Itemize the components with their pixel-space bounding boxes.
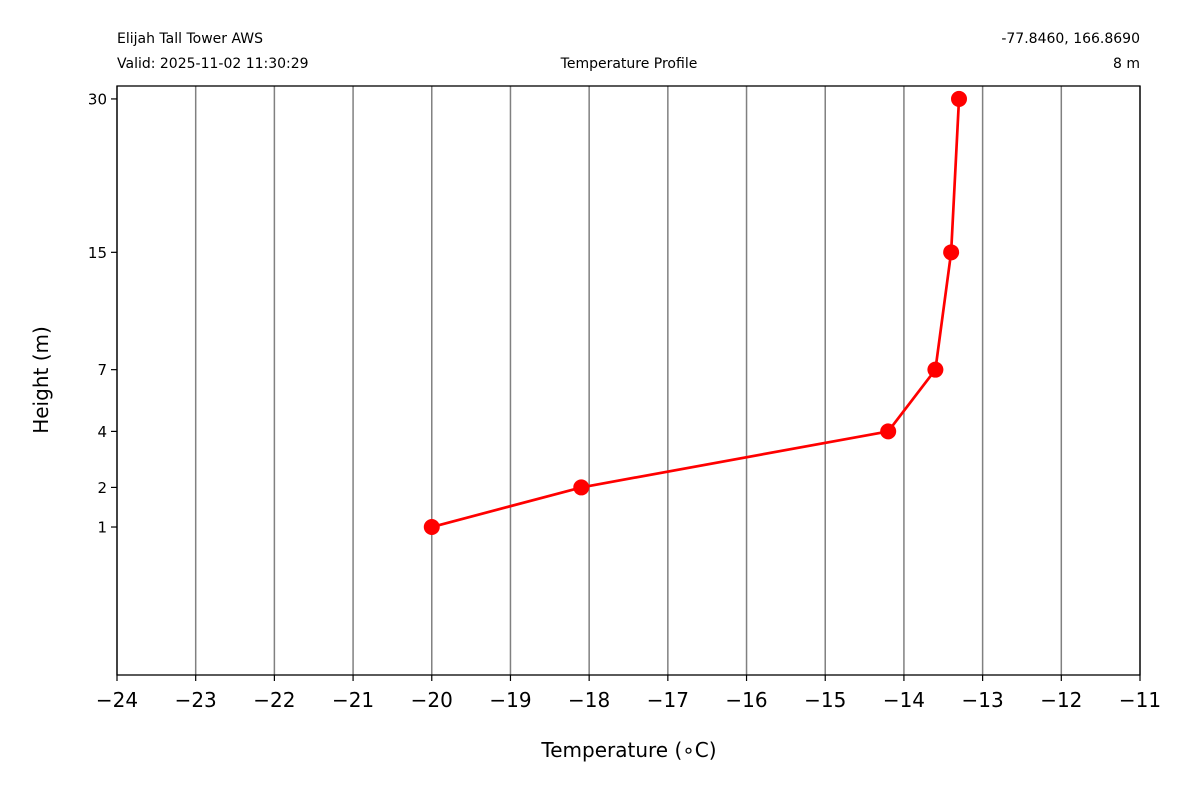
y-tick-label: 30 xyxy=(88,90,107,108)
chart-title: Temperature Profile xyxy=(560,56,698,72)
data-point xyxy=(880,423,897,440)
x-tick-label: −12 xyxy=(1040,688,1082,712)
y-axis-label: Height (m) xyxy=(29,326,53,434)
y-axis-ticks: 1 2 4 7 15 30 xyxy=(88,90,117,537)
x-tick-label: −16 xyxy=(725,688,767,712)
data-point xyxy=(927,361,944,378)
x-tick-label: −17 xyxy=(647,688,689,712)
x-tick-label: −19 xyxy=(489,688,531,712)
y-tick-label: 2 xyxy=(97,479,107,497)
x-axis-label: Temperature (∘C) xyxy=(540,738,716,762)
grid-lines xyxy=(116,86,1141,675)
data-point xyxy=(943,244,960,261)
y-tick-label: 7 xyxy=(97,361,107,379)
x-tick-label: −21 xyxy=(332,688,374,712)
x-tick-label: −14 xyxy=(883,688,925,712)
x-tick-label: −22 xyxy=(253,688,295,712)
station-height: 8 m xyxy=(1113,56,1140,72)
x-tick-label: −23 xyxy=(175,688,217,712)
plot-frame xyxy=(116,85,1141,676)
temperature-series xyxy=(423,90,968,536)
station-name: Elijah Tall Tower AWS xyxy=(117,31,263,47)
x-tick-label: −20 xyxy=(411,688,453,712)
x-tick-label: −18 xyxy=(568,688,610,712)
y-tick-label: 4 xyxy=(97,423,107,441)
y-tick-label: 1 xyxy=(97,519,107,537)
x-tick-label: −15 xyxy=(804,688,846,712)
data-point xyxy=(573,479,590,496)
x-tick-label: −24 xyxy=(96,688,138,712)
data-point xyxy=(951,90,968,107)
x-tick-label: −13 xyxy=(962,688,1004,712)
y-tick-label: 15 xyxy=(88,244,107,262)
x-tick-label: −11 xyxy=(1119,688,1161,712)
station-coordinates: -77.8460, 166.8690 xyxy=(1001,31,1140,47)
temperature-line xyxy=(431,98,961,529)
data-point xyxy=(423,519,440,536)
x-axis-ticks: −24 −23 −22 −21 −20 −19 −18 −17 −16 −15 −14 −13 −12 −… xyxy=(96,675,1161,712)
valid-time: Valid: 2025-11-02 11:30:29 xyxy=(117,56,309,72)
